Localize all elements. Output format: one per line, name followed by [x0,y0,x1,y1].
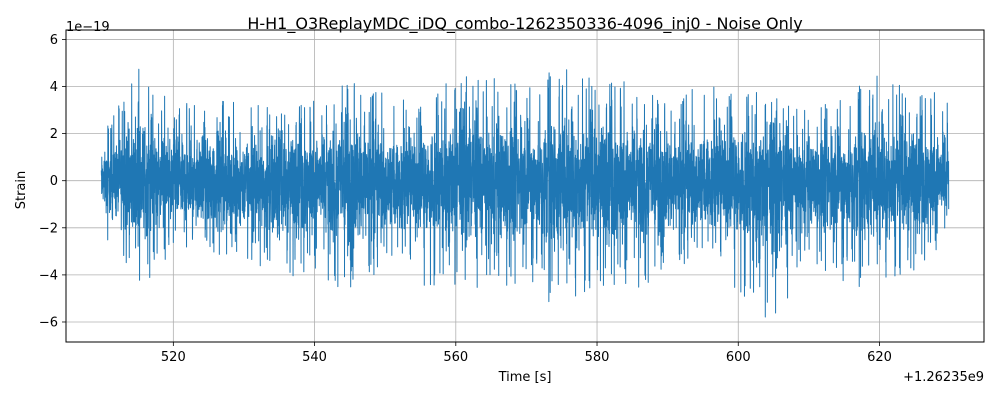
y-tick-label: 0 [50,174,58,189]
y-tick-label: −4 [39,268,58,283]
y-axis-label: Strain [14,171,29,210]
x-axis-ticks: 520 540 560 580 600 620 [161,342,892,365]
x-offset-label: +1.26235e9 [903,370,984,385]
x-axis-label: Time [s] [498,370,552,385]
y-axis-ticks: −6 −4 −2 0 2 4 6 [39,33,66,330]
x-tick-label: 600 [726,350,751,365]
x-tick-label: 520 [161,350,186,365]
y-tick-label: 4 [50,80,58,95]
x-tick-label: 580 [585,350,610,365]
x-tick-label: 560 [443,350,468,365]
series [100,68,950,318]
strain-series-line [100,68,950,318]
y-scale-label: 1e−19 [66,20,110,35]
plot-frame [65,29,985,343]
y-tick-label: −2 [39,221,58,236]
y-tick-label: −6 [39,315,58,330]
x-tick-label: 620 [867,350,892,365]
x-tick-label: 540 [302,350,327,365]
y-tick-label: 2 [50,127,58,142]
y-tick-label: 6 [50,33,58,48]
chart-title: H-H1_O3ReplayMDC_iDQ_combo-1262350336-40… [247,14,802,34]
